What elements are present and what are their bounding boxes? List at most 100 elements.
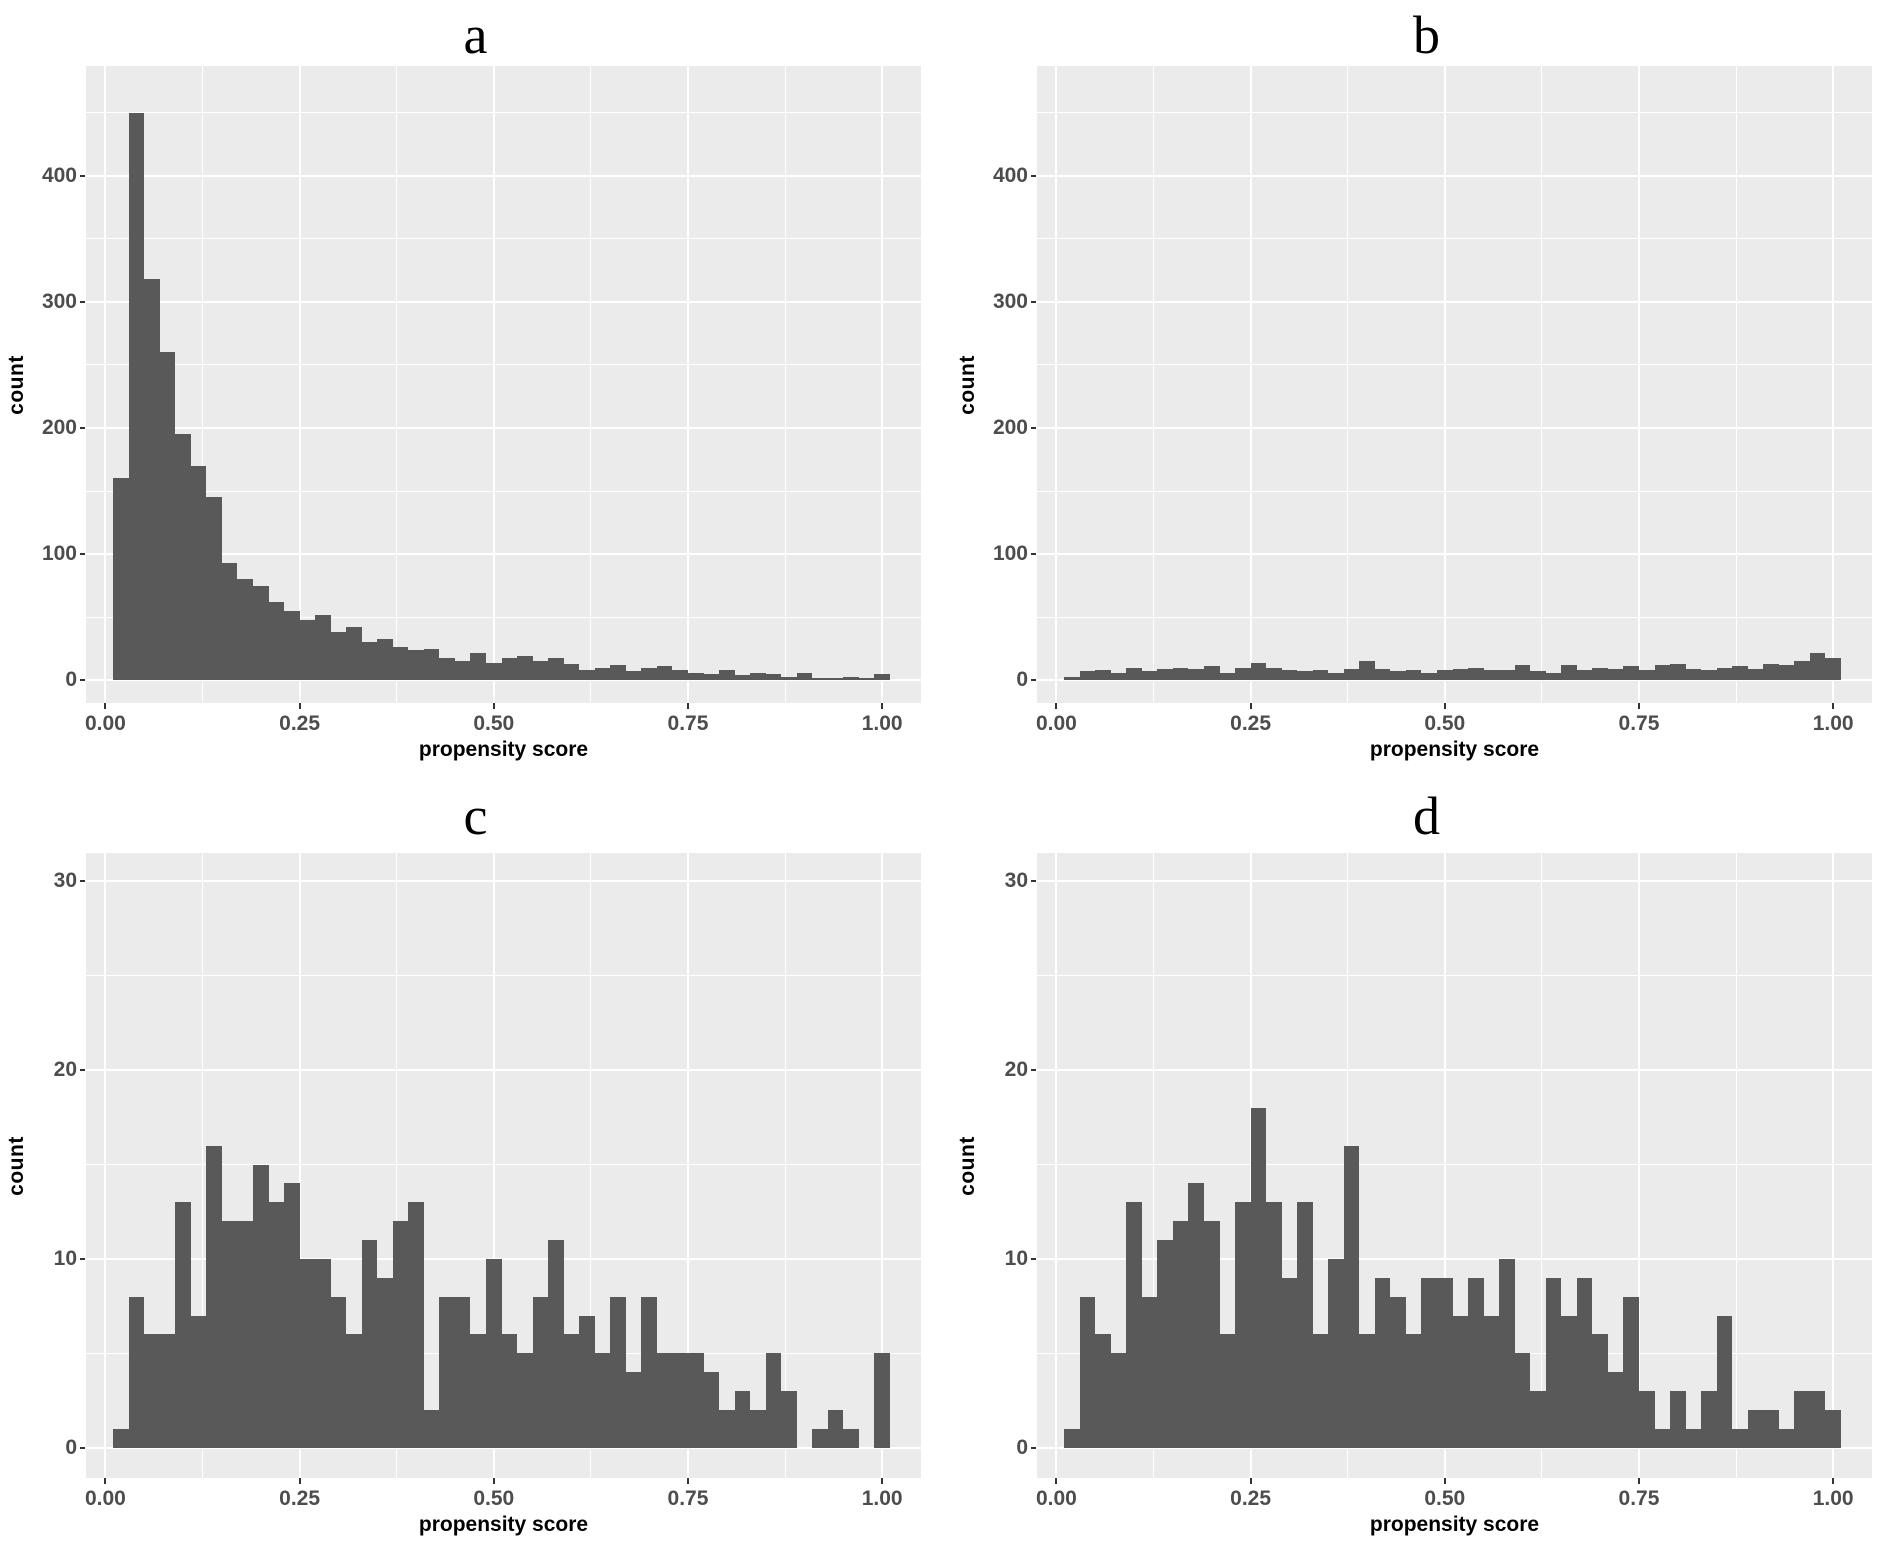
histogram-bar	[1592, 1334, 1608, 1448]
histogram-bar	[268, 1202, 285, 1448]
gridline-minor-y	[86, 616, 921, 618]
histogram-bar	[781, 1391, 797, 1448]
histogram-bar	[532, 1296, 549, 1448]
gridline-major-y	[86, 174, 921, 177]
histogram-bar	[1607, 1372, 1624, 1448]
y-tick-mark	[80, 679, 85, 682]
histogram-bar	[1204, 1221, 1220, 1448]
x-tick-label: 0.00	[84, 712, 126, 735]
gridline-major-y	[1037, 174, 1872, 177]
histogram-bar	[315, 614, 331, 681]
x-tick-mark	[104, 1478, 107, 1484]
y-axis-tick-marks-a	[80, 66, 86, 703]
histogram-bar	[330, 1296, 347, 1448]
histogram-bar	[610, 665, 626, 681]
histogram-bar	[1172, 667, 1189, 681]
histogram-bar	[687, 672, 704, 681]
gridline-major-x	[1637, 853, 1640, 1478]
histogram-bar	[284, 610, 300, 681]
histogram-bar	[1468, 1277, 1484, 1448]
y-axis-tick-labels-c: 0 10 20 30	[34, 853, 80, 1478]
y-axis-title-text: count	[5, 354, 28, 415]
gridline-minor-y	[1037, 1164, 1872, 1166]
histogram-bar	[1172, 1221, 1189, 1448]
gridline-major-y	[86, 300, 921, 303]
histogram-bar	[1235, 1202, 1251, 1448]
histogram-bar	[1110, 1353, 1127, 1448]
gridline-minor-y	[86, 364, 921, 366]
x-tick-label: 0.50	[1424, 1487, 1466, 1510]
histogram-bar	[703, 1372, 720, 1448]
y-tick-label: 100	[41, 542, 77, 566]
x-tick-label: 0.00	[84, 1487, 126, 1510]
histogram-bar	[1079, 671, 1096, 681]
gridline-major-y	[1037, 679, 1872, 682]
y-tick-label: 0	[65, 668, 77, 692]
histogram-bar	[128, 1296, 145, 1448]
histogram-bar	[1499, 1258, 1515, 1448]
panel-b: b count 0 100 200 300 400 0.00 0.25 0.50 0.75 1.…	[951, 0, 1902, 770]
histogram-bar	[548, 657, 564, 681]
histogram-bar	[408, 1202, 424, 1448]
histogram-bar	[765, 673, 782, 681]
gridline-major-y	[86, 427, 921, 430]
y-tick-mark	[80, 427, 85, 430]
histogram-bar	[517, 656, 533, 681]
histogram-bar	[1499, 670, 1515, 681]
x-tick-mark	[1249, 703, 1252, 709]
histogram-bar	[687, 1353, 704, 1448]
histogram-bar	[454, 1296, 471, 1448]
histogram-bar	[206, 1145, 222, 1448]
histogram-bar	[1188, 668, 1204, 681]
histogram-bar	[1266, 1202, 1282, 1448]
y-tick-label: 300	[41, 289, 77, 313]
gridline-minor-y	[1037, 616, 1872, 618]
gridline-minor-x	[784, 66, 786, 703]
x-tick-mark	[881, 703, 884, 709]
histogram-bar	[1141, 671, 1158, 681]
histogram-bar	[1483, 670, 1500, 681]
histogram-bar	[1607, 668, 1624, 681]
x-tick-label: 0.75	[667, 1487, 709, 1510]
x-tick-mark	[298, 703, 301, 709]
histogram-bar	[781, 676, 797, 681]
histogram-bar	[423, 1410, 440, 1448]
histogram-bar	[1778, 1428, 1795, 1448]
y-tick-label: 0	[1016, 668, 1028, 692]
histogram-bar	[1297, 671, 1313, 681]
y-tick-label: 400	[992, 163, 1028, 187]
x-tick-label: 0.75	[1618, 712, 1660, 735]
histogram-bar	[1219, 672, 1236, 681]
gridline-major-x	[1443, 853, 1446, 1478]
histogram-bar	[1250, 1107, 1267, 1448]
histogram-bar	[579, 1315, 595, 1448]
gridline-minor-x	[1735, 853, 1737, 1478]
histogram-bar	[734, 1391, 751, 1448]
plot-area-a	[86, 66, 921, 703]
histogram-bar	[1204, 666, 1220, 681]
histogram-bar	[1359, 661, 1375, 681]
histogram-bar	[517, 1353, 533, 1448]
y-tick-mark	[1031, 1446, 1036, 1449]
gridline-minor-x	[396, 66, 398, 703]
histogram-bar	[1157, 1240, 1173, 1448]
histogram-bar	[843, 1428, 859, 1448]
histogram-bar	[656, 666, 673, 681]
histogram-bar	[268, 602, 285, 681]
gridline-major-x	[881, 853, 884, 1478]
gridline-minor-y	[86, 975, 921, 977]
histogram-bar	[190, 1315, 207, 1448]
gridline-major-x	[298, 853, 301, 1478]
histogram-bar	[1732, 666, 1748, 681]
histogram-bar	[874, 673, 890, 681]
gridline-minor-y	[1037, 364, 1872, 366]
histogram-bar	[1747, 1410, 1764, 1448]
plot-area-d	[1037, 853, 1872, 1478]
y-axis-title-b: count	[951, 66, 985, 703]
gridline-major-x	[686, 853, 689, 1478]
y-axis-title-text: count	[956, 354, 979, 415]
gridline-minor-x	[590, 66, 592, 703]
histogram-bar	[672, 670, 688, 681]
panel-label-b: b	[1413, 5, 1440, 65]
histogram-bar	[1328, 1258, 1344, 1448]
